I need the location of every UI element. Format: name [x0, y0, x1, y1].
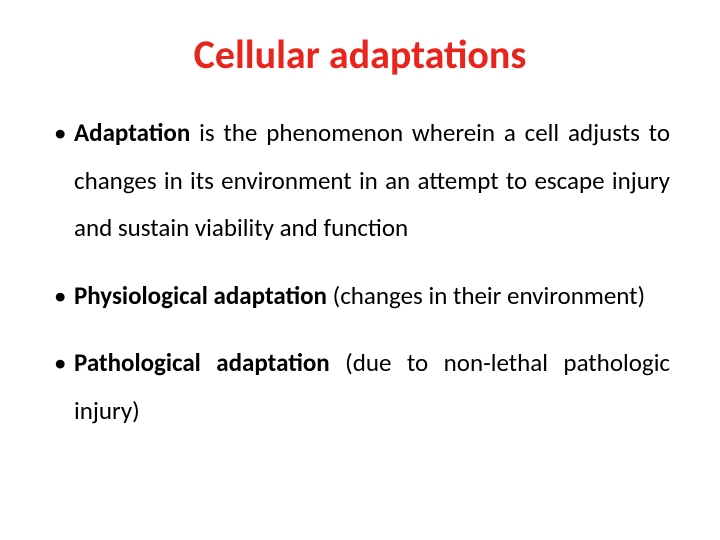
bullet-item: Adaptation is the phenomenon wherein a c…: [50, 109, 670, 252]
slide-title: Cellular adaptations: [50, 30, 670, 79]
bullet-rest: (changes in their environment): [333, 280, 646, 311]
bullet-lead: Adaptation: [74, 117, 190, 148]
bullet-lead: Pathological adaptation: [74, 347, 345, 378]
bullet-item: Pathological adaptation (due to non-leth…: [50, 339, 670, 434]
bullet-list: Adaptation is the phenomenon wherein a c…: [50, 109, 670, 434]
bullet-item: Physiological adaptation (changes in the…: [50, 272, 670, 320]
bullet-lead: Physiological adaptation: [74, 280, 333, 311]
